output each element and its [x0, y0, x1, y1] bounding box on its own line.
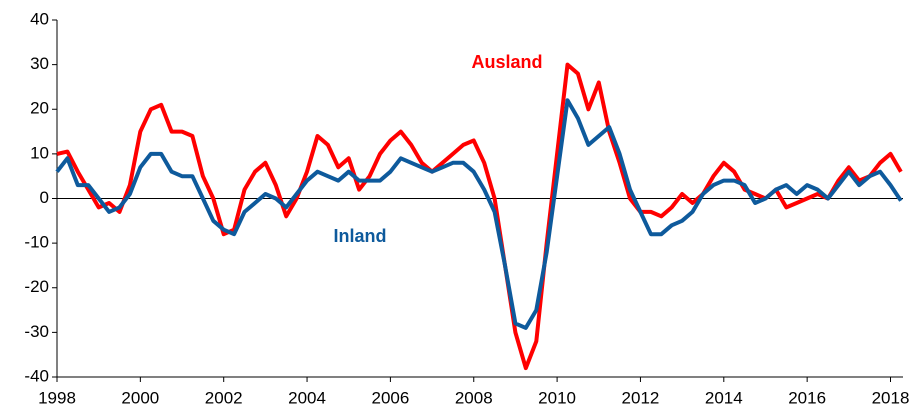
y-tick-label: 40 — [30, 9, 49, 28]
series-line — [56, 62, 903, 371]
x-tick-label: 1998 — [38, 388, 76, 407]
x-tick-label: 2002 — [205, 388, 243, 407]
x-tick-label: 2004 — [288, 388, 326, 407]
x-tick-label: 2008 — [455, 388, 493, 407]
x-tick-label: 2016 — [788, 388, 826, 407]
series-line — [55, 98, 903, 330]
x-tick-label: 2010 — [538, 388, 576, 407]
y-tick-label: 20 — [30, 99, 49, 118]
y-tick-label: -30 — [24, 322, 49, 341]
x-tick-label: 2018 — [872, 388, 910, 407]
label-bg — [467, 49, 547, 74]
x-tick-label: 2012 — [622, 388, 660, 407]
label-bg — [329, 223, 391, 248]
y-tick-label: -20 — [24, 277, 49, 296]
y-tick-label: -10 — [24, 233, 49, 252]
y-tick-label: -40 — [24, 366, 49, 385]
y-tick-label: 30 — [30, 54, 49, 73]
x-tick-label: 2000 — [121, 388, 159, 407]
y-tick-label: 0 — [40, 188, 49, 207]
series-label: Inland — [334, 226, 387, 246]
y-tick-label: 10 — [30, 143, 49, 162]
series-label: Ausland — [471, 52, 542, 72]
x-tick-label: 2006 — [371, 388, 409, 407]
x-tick-label: 2014 — [705, 388, 743, 407]
